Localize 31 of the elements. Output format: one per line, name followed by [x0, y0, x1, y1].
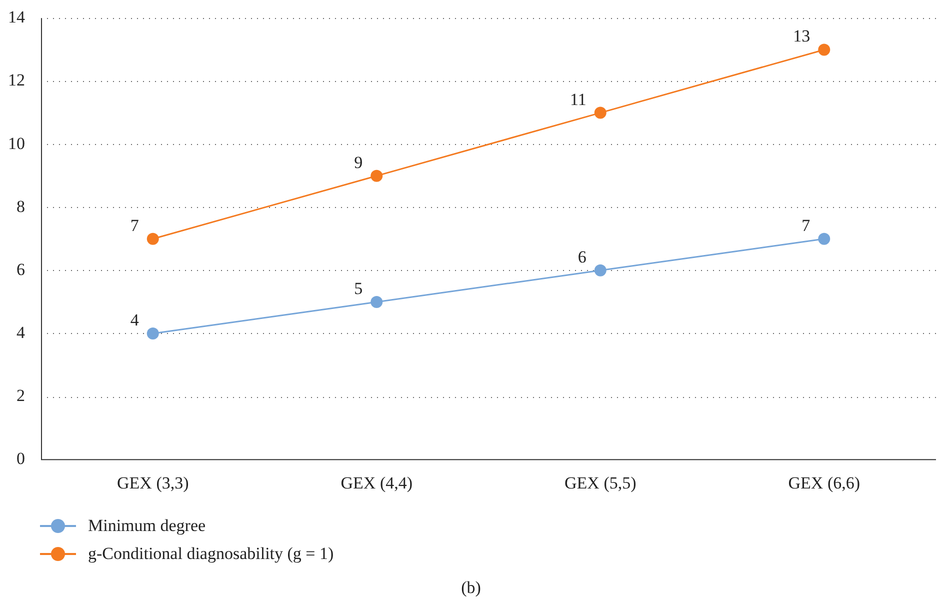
data-label: 11 — [570, 90, 586, 109]
data-label: 6 — [578, 247, 586, 266]
y-tick-label: 0 — [16, 449, 25, 468]
data-label: 4 — [130, 310, 140, 330]
x-tick-label: GEX (5,5) — [564, 473, 636, 492]
point — [146, 232, 159, 245]
y-tick-label: 2 — [16, 386, 25, 406]
x-tick-label: GEX (6,6) — [788, 473, 860, 492]
x-tick-label: GEX (4,4) — [340, 473, 413, 492]
x-tick-label: GEX (3,3) — [116, 473, 189, 492]
data-label: 13 — [793, 26, 810, 46]
point — [818, 232, 830, 245]
y-tick-label: 6 — [16, 260, 25, 279]
data-label: 7 — [130, 216, 140, 235]
y-tick-label: 4 — [16, 322, 26, 342]
point — [370, 296, 383, 308]
point — [146, 327, 159, 340]
legend-label: g-Conditional diagnosability (g = 1) — [88, 544, 334, 564]
y-tick-label: 12 — [8, 70, 25, 90]
legend-label: Minimum degree — [88, 516, 206, 536]
y-tick-label: 10 — [8, 134, 25, 153]
point — [594, 264, 606, 276]
text: (b) — [460, 578, 482, 598]
y-tick-label: 8 — [16, 196, 25, 216]
point — [594, 106, 606, 119]
data-label: 9 — [354, 152, 363, 172]
y-tick-label: 14 — [8, 8, 26, 27]
point — [370, 170, 383, 182]
point — [818, 44, 830, 56]
data-label: 5 — [354, 278, 363, 298]
data-label: 7 — [802, 216, 811, 235]
